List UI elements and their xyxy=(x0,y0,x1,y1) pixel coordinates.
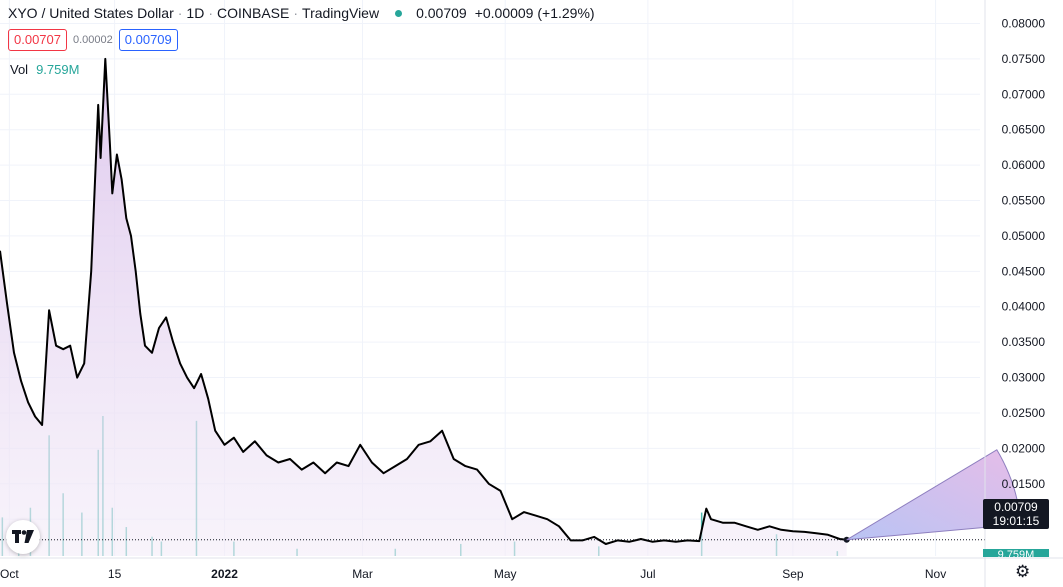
bid-ask-row: 0.00707 0.00002 0.00709 xyxy=(8,29,178,51)
gear-icon[interactable]: ⚙ xyxy=(1015,562,1031,581)
x-tick-label: Sep xyxy=(782,567,804,581)
spread-value: 0.00002 xyxy=(73,34,113,46)
price-area xyxy=(0,57,985,557)
y-tick-label: 0.02000 xyxy=(1002,441,1046,455)
x-tick-label: Oct xyxy=(0,567,19,581)
x-tick-label: 15 xyxy=(108,567,122,581)
y-tick-label: 0.06000 xyxy=(1002,158,1046,172)
interval-label[interactable]: 1D xyxy=(186,5,205,21)
x-tick-label: May xyxy=(494,567,517,581)
y-tick-label: 0.04000 xyxy=(1002,300,1046,314)
price-line xyxy=(0,57,847,545)
price-change: +0.00009 (+1.29%) xyxy=(474,5,595,21)
y-tick-label: 0.02500 xyxy=(1002,406,1046,420)
volume-axis-tag: 9.759M xyxy=(983,549,1049,557)
y-tick-label: 0.06500 xyxy=(1002,123,1046,137)
y-tick-label: 0.07500 xyxy=(1002,52,1046,66)
volume-legend: Vol 9.759M xyxy=(10,62,79,77)
last-price: 0.00709 xyxy=(416,5,467,21)
x-tick-label: Mar xyxy=(352,567,373,581)
bar-countdown: 19:01:15 xyxy=(992,514,1040,528)
y-tick-label: 0.05000 xyxy=(1002,229,1046,243)
last-price-tag-value: 0.00709 xyxy=(994,500,1038,514)
y-tick-label: 0.03500 xyxy=(1002,335,1046,349)
symbol-name[interactable]: XYO / United States Dollar xyxy=(8,5,174,21)
y-tick-label: 0.03000 xyxy=(1002,371,1046,385)
buy-price-button[interactable]: 0.00709 xyxy=(118,29,178,51)
y-tick-label: 0.05500 xyxy=(1002,194,1046,208)
market-open-dot-icon xyxy=(395,10,403,18)
tradingview-logo-icon[interactable] xyxy=(6,520,40,554)
y-tick-label: 0.07000 xyxy=(1002,87,1046,101)
sell-price-button[interactable]: 0.00707 xyxy=(8,29,67,51)
volume-label: Vol xyxy=(10,62,29,77)
x-tick-label: Nov xyxy=(925,567,946,581)
x-tick-label: Jul xyxy=(640,567,655,581)
price-area-fill xyxy=(0,58,847,557)
x-tick-label: 2022 xyxy=(211,567,238,581)
symbol-legend: XYO / United States Dollar · 1D · COINBASE · T… xyxy=(8,5,595,21)
last-price-tag: 0.00709 19:01:15 xyxy=(983,499,1049,529)
source-label: TradingView xyxy=(302,5,380,21)
volume-value: 9.759M xyxy=(36,62,80,77)
tv-glyph-icon xyxy=(12,530,34,543)
y-tick-label: 0.01500 xyxy=(1002,477,1046,491)
y-tick-label: 0.04500 xyxy=(1002,264,1046,278)
y-tick-label: 0.08000 xyxy=(1002,16,1046,30)
exchange-label: COINBASE xyxy=(217,5,290,21)
